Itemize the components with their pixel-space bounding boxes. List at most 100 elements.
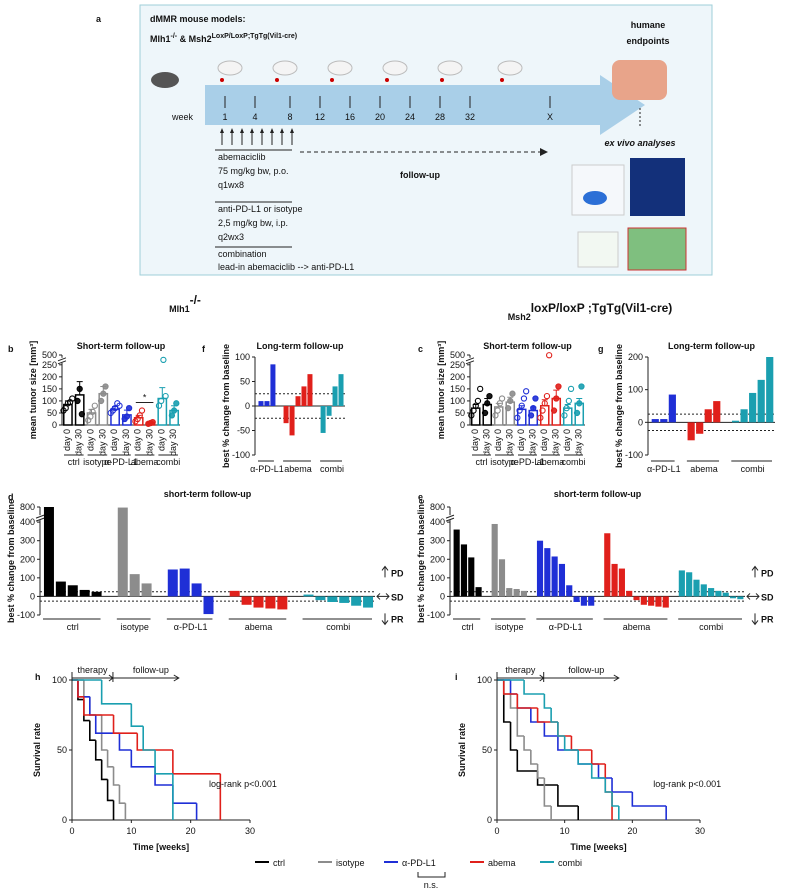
survival-step bbox=[89, 696, 96, 716]
histogram-thumb bbox=[577, 231, 619, 268]
bar bbox=[731, 420, 740, 423]
survival-step bbox=[94, 715, 120, 734]
y-tick-label: 200 bbox=[450, 372, 465, 382]
data-point bbox=[532, 395, 539, 402]
image-thumbnail bbox=[630, 158, 685, 216]
y-axis-label: mean tumor size [mm³] bbox=[28, 341, 38, 440]
data-point bbox=[97, 397, 105, 405]
data-point bbox=[578, 383, 585, 390]
y-axis-label: best % change from baseline bbox=[221, 344, 231, 468]
bar bbox=[460, 544, 468, 597]
survival-step bbox=[83, 680, 90, 698]
treatment-name: anti-PD-L1 or isotype bbox=[218, 204, 303, 214]
bar bbox=[315, 596, 326, 601]
y-tick-label: 100 bbox=[430, 573, 445, 583]
data-point bbox=[76, 385, 83, 393]
flow-plot bbox=[571, 164, 625, 216]
treatment-detail: 2,5 mg/kg bw, i.p. bbox=[218, 218, 288, 228]
y-tick-label: 800 bbox=[430, 502, 445, 512]
bar bbox=[498, 559, 506, 597]
data-point bbox=[494, 407, 501, 414]
bar bbox=[167, 569, 178, 597]
survival-step bbox=[536, 764, 545, 779]
bar bbox=[678, 570, 685, 597]
survival-step bbox=[530, 750, 538, 765]
timeline-arrow bbox=[205, 75, 645, 135]
intestine-icon bbox=[612, 60, 667, 100]
data-point bbox=[555, 383, 562, 390]
data-point bbox=[565, 397, 572, 405]
bar bbox=[766, 357, 774, 423]
y-tick-label: 200 bbox=[20, 554, 35, 564]
bar bbox=[740, 409, 748, 423]
survival-step bbox=[130, 703, 144, 727]
group-label: abema bbox=[131, 457, 159, 467]
x-tick-label: day 30 bbox=[121, 429, 131, 456]
axis-break bbox=[445, 517, 455, 522]
bar bbox=[506, 588, 513, 597]
bar bbox=[660, 419, 668, 423]
panel-letter: g bbox=[598, 344, 604, 354]
bar bbox=[67, 585, 78, 597]
panel-a-box bbox=[139, 4, 713, 276]
y-tick-label: 100 bbox=[235, 352, 250, 362]
panel-letter: a bbox=[96, 14, 102, 24]
survival-step bbox=[89, 720, 96, 741]
week-number: X bbox=[547, 112, 553, 122]
diagram-title: dMMR mouse models: bbox=[150, 14, 246, 24]
ns-label: n.s. bbox=[424, 880, 439, 890]
group-label: combi bbox=[741, 464, 765, 474]
week-number: 28 bbox=[435, 112, 445, 122]
survival-step bbox=[77, 680, 84, 698]
x-axis-label: Time [weeks] bbox=[133, 842, 189, 852]
survival-step bbox=[100, 715, 108, 751]
data-point bbox=[173, 400, 180, 407]
x-tick-label: day 0 bbox=[516, 429, 526, 451]
legend-label: α-PD-L1 bbox=[402, 858, 436, 868]
survival-step bbox=[516, 750, 538, 772]
bar bbox=[633, 596, 640, 601]
week-label: week bbox=[171, 112, 194, 122]
y-tick-label: 0 bbox=[245, 401, 250, 411]
mouse-icon bbox=[437, 60, 463, 76]
data-point bbox=[498, 395, 506, 402]
survival-step bbox=[523, 680, 545, 695]
x-tick-label: 20 bbox=[186, 826, 196, 836]
survival-step bbox=[557, 785, 579, 807]
response-arrow bbox=[751, 565, 759, 578]
response-arrow bbox=[376, 593, 390, 600]
data-point bbox=[537, 414, 544, 421]
bar bbox=[668, 394, 676, 423]
arrow-head bbox=[540, 148, 548, 156]
significance-mark: * bbox=[143, 393, 147, 403]
panel-letter: b bbox=[8, 344, 14, 354]
mouse-icon bbox=[327, 60, 353, 76]
response-label: PD bbox=[391, 568, 404, 578]
legend-label: ctrl bbox=[273, 858, 285, 868]
dose-arrow-head bbox=[290, 128, 294, 133]
y-tick-label: 0 bbox=[460, 420, 465, 430]
y-axis-label: best % change from baseline bbox=[6, 499, 16, 623]
group-label: α-PD-L1 bbox=[511, 457, 545, 467]
bar bbox=[618, 568, 625, 597]
bar bbox=[179, 568, 190, 597]
group-label: α-PD-L1 bbox=[104, 457, 138, 467]
data-point bbox=[567, 385, 575, 393]
legend-label: abema bbox=[488, 858, 516, 868]
group-label: α-PD-L1 bbox=[647, 464, 681, 474]
y-tick-label: 100 bbox=[20, 573, 35, 583]
bar bbox=[491, 523, 498, 597]
y-tick-label: 50 bbox=[482, 745, 492, 755]
bar bbox=[270, 364, 276, 406]
dose-arrow-head bbox=[270, 128, 274, 133]
survival-step bbox=[154, 750, 173, 775]
bar bbox=[687, 422, 695, 441]
p-value: log-rank p<0.001 bbox=[209, 779, 277, 789]
survival-step bbox=[631, 792, 667, 807]
panel-letter: h bbox=[35, 672, 41, 682]
y-tick-label: 100 bbox=[450, 396, 465, 406]
blood-drop bbox=[220, 78, 224, 82]
data-point bbox=[91, 402, 98, 409]
week-number: 20 bbox=[375, 112, 385, 122]
survival-step bbox=[509, 680, 518, 695]
